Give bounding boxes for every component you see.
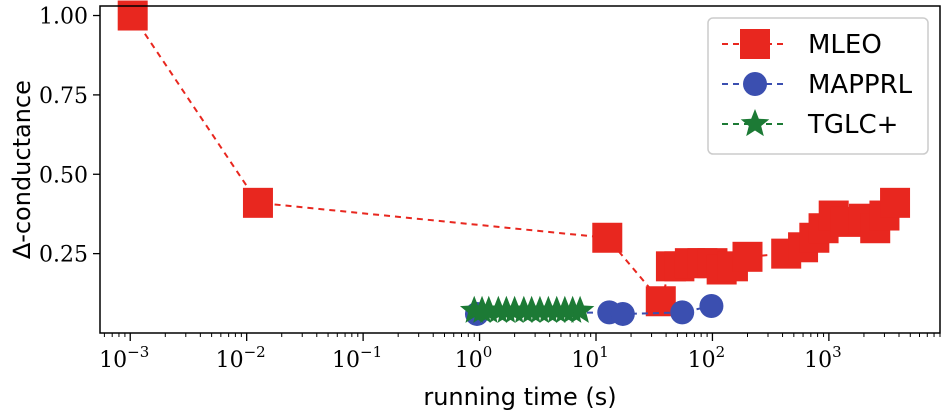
- series-mleo: [117, 0, 911, 317]
- x-tick-label: 103: [804, 343, 842, 373]
- y-axis-label: ∆-conductance: [8, 80, 36, 260]
- legend-marker-mapprl: [743, 72, 767, 96]
- legend-label-mapprl: MAPPRL: [808, 70, 913, 100]
- series-tglc-: [459, 295, 595, 323]
- legend-label-mleo: MLEO: [808, 30, 882, 60]
- data-point-mleo: [242, 187, 273, 218]
- data-point-mapprl: [699, 294, 724, 319]
- data-point-mleo: [880, 187, 911, 218]
- y-tick-label: 0.50: [39, 163, 88, 188]
- data-point-mapprl: [670, 300, 695, 325]
- data-point-mleo: [592, 222, 623, 253]
- legend: MLEO MAPPRL TGLC+: [707, 17, 929, 155]
- data-point-mleo: [117, 0, 148, 31]
- y-tick-label: 1.00: [39, 5, 88, 30]
- legend-marker-tglc-: [740, 109, 770, 137]
- x-tick-label: 102: [688, 343, 726, 373]
- x-tick-label: 101: [571, 343, 609, 373]
- data-point-mleo: [732, 241, 763, 272]
- x-tick-label: 10−2: [216, 343, 266, 373]
- legend-label-tglc-: TGLC+: [807, 110, 898, 140]
- series-mapprl: [464, 294, 724, 326]
- x-tick-label: 10−3: [99, 343, 149, 373]
- legend-marker-mleo: [740, 29, 770, 59]
- plot-frame: [99, 5, 941, 334]
- x-axis-label: running time (s): [423, 383, 616, 411]
- series-layer: [117, 0, 911, 326]
- y-tick-label: 0.75: [39, 84, 88, 109]
- data-point-tglc-: [565, 295, 595, 323]
- y-tick-label: 0.25: [39, 243, 88, 268]
- x-tick-label: 10−1: [332, 343, 382, 373]
- x-tick-label: 100: [455, 343, 493, 373]
- data-point-mapprl: [610, 301, 635, 326]
